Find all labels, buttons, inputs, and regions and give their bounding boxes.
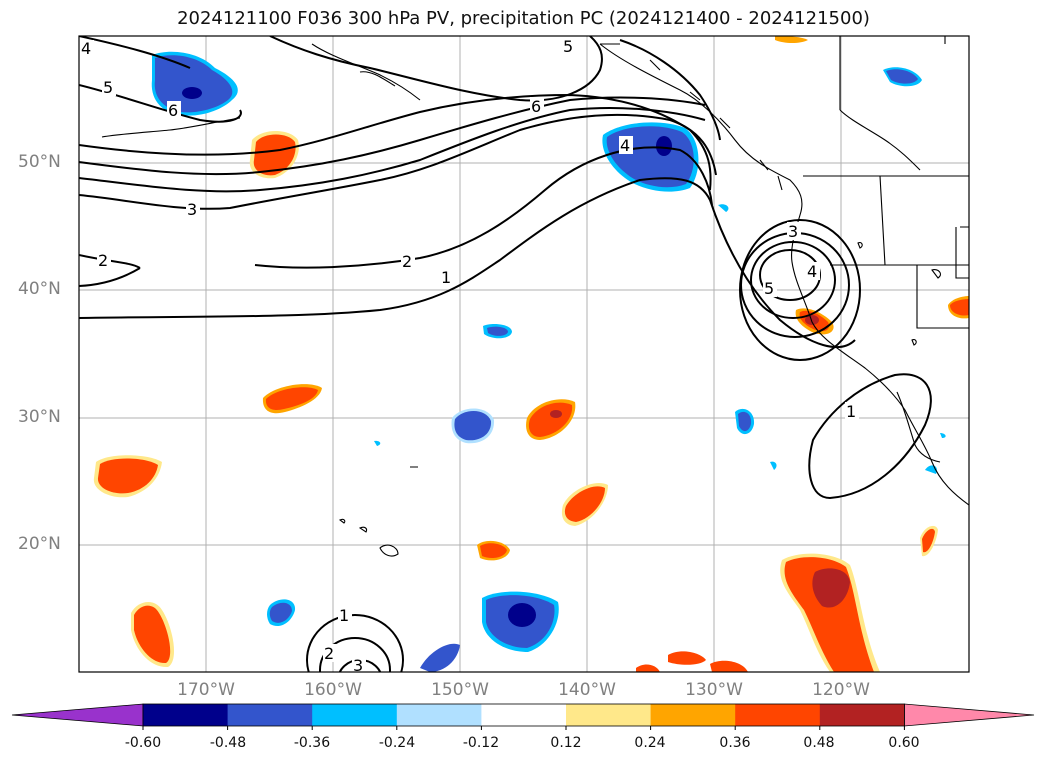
colorbar-extend-min: [11, 703, 144, 727]
map-frame: [78, 35, 970, 673]
lon-label-150w: 150°W: [431, 680, 489, 700]
colorbar: [11, 703, 1035, 730]
contour-label: 4: [807, 262, 817, 281]
contour-label: 1: [846, 402, 856, 421]
colorbar-segment: [143, 704, 229, 726]
lon-label-130w: 130°W: [685, 680, 743, 700]
colorbar-segment: [312, 704, 398, 726]
colorbar-segment: [396, 704, 482, 726]
colorbar-tick: -0.24: [378, 735, 416, 751]
colorbar-tick: 0.60: [888, 735, 920, 751]
colorbar-extend-max: [904, 703, 1035, 727]
colorbar-tick: -0.48: [209, 735, 247, 751]
lon-label-170w: 170°W: [177, 680, 235, 700]
contour-label: 3: [353, 656, 363, 675]
pv-contours: [79, 36, 932, 672]
contour-label: 2: [98, 251, 108, 270]
colorbar-tick: -0.12: [462, 735, 500, 751]
colorbar-tick: 0.48: [803, 735, 835, 751]
colorbar-tick: 0.36: [719, 735, 751, 751]
colorbar-tick: -0.36: [293, 735, 331, 751]
contour-label: 3: [788, 222, 798, 241]
contour-label: 5: [103, 78, 113, 97]
colorbar-segment: [650, 704, 736, 726]
lon-label-120w: 120°W: [812, 680, 870, 700]
gridlines: [79, 36, 969, 672]
colorbar-segment: [566, 704, 652, 726]
coastlines: [101, 36, 969, 557]
lat-label-40n: 40°N: [18, 279, 61, 299]
colorbar-tick: -0.60: [124, 735, 162, 751]
lon-label-140w: 140°W: [558, 680, 616, 700]
lat-label-20n: 20°N: [18, 534, 61, 554]
contour-label: 4: [81, 39, 91, 58]
contour-label: 1: [339, 606, 349, 625]
lat-label-30n: 30°N: [18, 407, 61, 427]
colorbar-segment: [735, 704, 821, 726]
colorbar-tick: 0.24: [634, 735, 666, 751]
contour-label: 5: [563, 37, 573, 56]
colorbar-segment: [819, 704, 905, 726]
contour-label: 2: [402, 252, 412, 271]
colorbar-segment: [227, 704, 313, 726]
colorbar-tick: 0.12: [550, 735, 582, 751]
contour-label: 4: [620, 136, 630, 155]
lat-label-50n: 50°N: [18, 152, 61, 172]
contour-label: 3: [187, 200, 197, 219]
contour-label: 6: [531, 97, 541, 116]
precip-positive-areas: [93, 36, 969, 672]
map-title: 2024121100 F036 300 hPa PV, precipitatio…: [177, 8, 870, 29]
contour-label: 1: [441, 268, 451, 287]
colorbar-frame: [142, 703, 905, 727]
contour-label: 2: [324, 644, 334, 663]
lon-label-160w: 160°W: [304, 680, 362, 700]
contour-label: 6: [168, 101, 178, 120]
pv-contour-labels: 6 5 4 3 2 1 6 5 4 2 1 5 4 3: [80, 37, 859, 675]
colorbar-segment: [481, 704, 567, 726]
contour-label: 5: [764, 279, 774, 298]
